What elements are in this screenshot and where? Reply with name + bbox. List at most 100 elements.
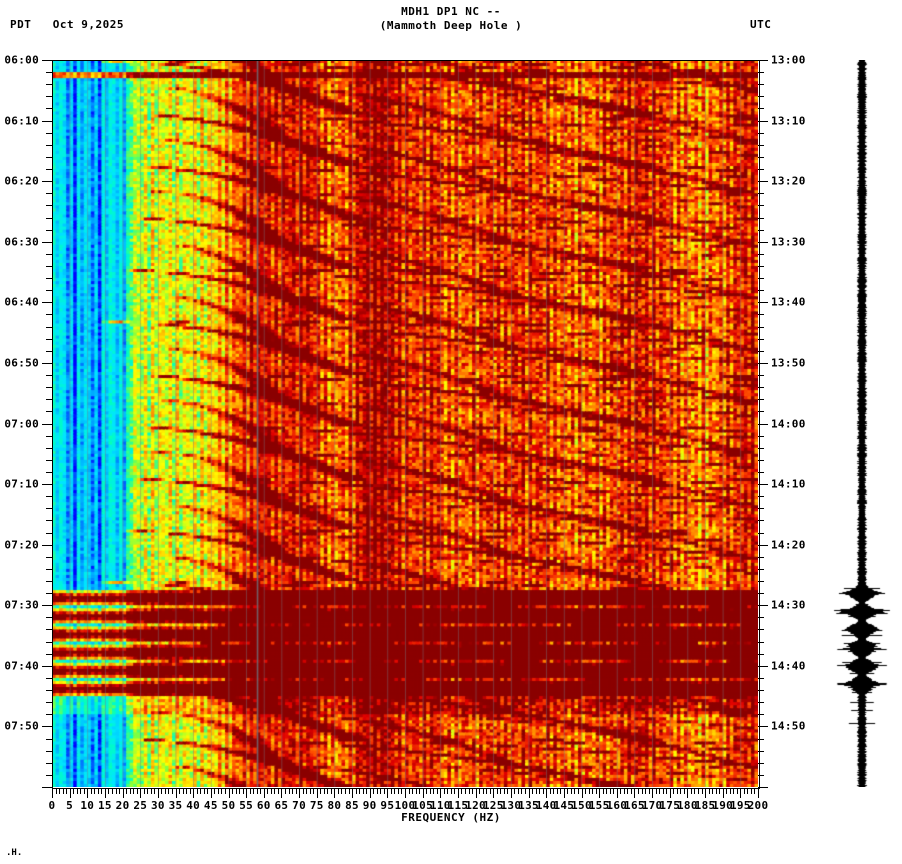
- freq-tick: [613, 788, 615, 794]
- freq-tick: [570, 788, 572, 794]
- freq-tick-label: 135: [518, 799, 539, 812]
- freq-tick: [376, 788, 378, 794]
- freq-tick: [366, 788, 368, 794]
- freq-tick: [450, 788, 452, 794]
- freq-tick: [373, 788, 375, 794]
- freq-tick: [609, 788, 611, 794]
- time-local-tick: [46, 387, 52, 389]
- time-local-tick: [46, 629, 52, 631]
- freq-tick: [337, 788, 339, 794]
- freq-tick: [669, 788, 671, 798]
- time-local-label: 06:30: [4, 235, 39, 249]
- spectrogram-plot: [52, 60, 758, 787]
- time-utc-label: 13:30: [771, 235, 806, 249]
- freq-tick-label: 100: [394, 799, 416, 812]
- freq-tick: [69, 788, 71, 798]
- time-utc-tick: [758, 738, 764, 740]
- freq-tick: [263, 788, 265, 798]
- freq-tick: [87, 788, 89, 798]
- time-utc-tick: [758, 617, 764, 619]
- freq-tick: [133, 788, 135, 794]
- time-local-tick: [46, 265, 52, 267]
- freq-tick: [383, 788, 385, 794]
- freq-tick: [690, 788, 692, 794]
- freq-tick: [705, 788, 707, 798]
- freq-tick: [179, 788, 181, 794]
- time-utc-tick: [758, 169, 764, 171]
- freq-tick: [726, 788, 728, 794]
- freq-tick: [447, 788, 449, 794]
- freq-tick: [676, 788, 678, 794]
- time-utc-tick: [758, 423, 768, 425]
- freq-tick-label: 125: [482, 799, 504, 812]
- freq-tick: [394, 788, 396, 794]
- time-local-label: 06:50: [4, 356, 39, 370]
- frequency-axis-title: FREQUENCY (HZ): [401, 811, 501, 824]
- time-utc-tick: [758, 375, 764, 377]
- time-local-tick: [42, 302, 52, 304]
- freq-tick-label: 165: [624, 799, 645, 812]
- freq-tick: [397, 788, 399, 794]
- freq-tick: [108, 788, 110, 794]
- time-utc-label: 14:20: [771, 538, 806, 552]
- freq-tick: [232, 788, 234, 794]
- freq-tick: [426, 788, 428, 794]
- freq-tick-label: 160: [606, 799, 628, 812]
- freq-tick: [246, 788, 248, 798]
- freq-tick: [680, 788, 682, 794]
- time-local-tick: [46, 702, 52, 704]
- freq-tick: [486, 788, 488, 794]
- freq-tick: [433, 788, 435, 794]
- freq-tick: [673, 788, 675, 794]
- freq-tick-label: 50: [221, 799, 236, 812]
- freq-tick-label: 70: [292, 799, 307, 812]
- freq-tick: [687, 788, 689, 798]
- freq-tick: [327, 788, 329, 794]
- time-local-tick: [46, 193, 52, 195]
- freq-tick: [507, 788, 509, 794]
- freq-tick: [90, 788, 92, 794]
- freq-tick: [157, 788, 159, 798]
- freq-tick: [316, 788, 318, 798]
- freq-tick: [196, 788, 198, 794]
- freq-tick: [348, 788, 350, 794]
- time-utc-tick: [758, 350, 764, 352]
- time-local-tick: [42, 181, 52, 183]
- freq-tick-label: 175: [659, 799, 681, 812]
- freq-tick-label: 195: [729, 799, 751, 812]
- freq-tick: [182, 788, 184, 794]
- time-local-label: 06:20: [4, 174, 39, 188]
- time-local-label: 07:00: [4, 417, 39, 430]
- time-utc-label: 13:40: [771, 295, 806, 309]
- time-local-tick: [46, 84, 52, 86]
- time-utc-tick: [758, 217, 764, 219]
- freq-tick: [390, 788, 392, 794]
- freq-tick: [320, 788, 322, 794]
- time-local-tick: [42, 605, 52, 607]
- time-local-tick: [46, 399, 52, 401]
- freq-tick-label: 40: [186, 799, 201, 812]
- time-utc-tick: [758, 726, 768, 728]
- time-local-tick: [46, 144, 52, 146]
- freq-tick: [217, 788, 219, 794]
- time-local-tick: [46, 617, 52, 619]
- time-utc-tick: [758, 520, 764, 522]
- time-local-tick: [46, 774, 52, 776]
- time-local-tick: [46, 253, 52, 255]
- freq-tick: [645, 788, 647, 794]
- waveform-canvas: [828, 60, 898, 787]
- time-utc-label: 13:50: [771, 356, 806, 370]
- time-utc-tick: [758, 532, 764, 534]
- freq-tick: [641, 788, 643, 794]
- freq-tick: [634, 788, 636, 798]
- time-local-label: 06:00: [4, 53, 39, 67]
- freq-tick: [405, 788, 406, 798]
- freq-tick: [412, 788, 414, 794]
- freq-tick: [493, 788, 495, 798]
- time-utc-tick: [758, 181, 768, 183]
- time-local-tick: [42, 484, 52, 486]
- time-axis-local: 06:00 06:10 06:20 06:30 06:40 06:50 07:00 07:10…: [0, 54, 52, 788]
- freq-tick-label: 10: [80, 799, 95, 812]
- time-utc-tick: [758, 205, 764, 207]
- freq-tick: [126, 788, 128, 794]
